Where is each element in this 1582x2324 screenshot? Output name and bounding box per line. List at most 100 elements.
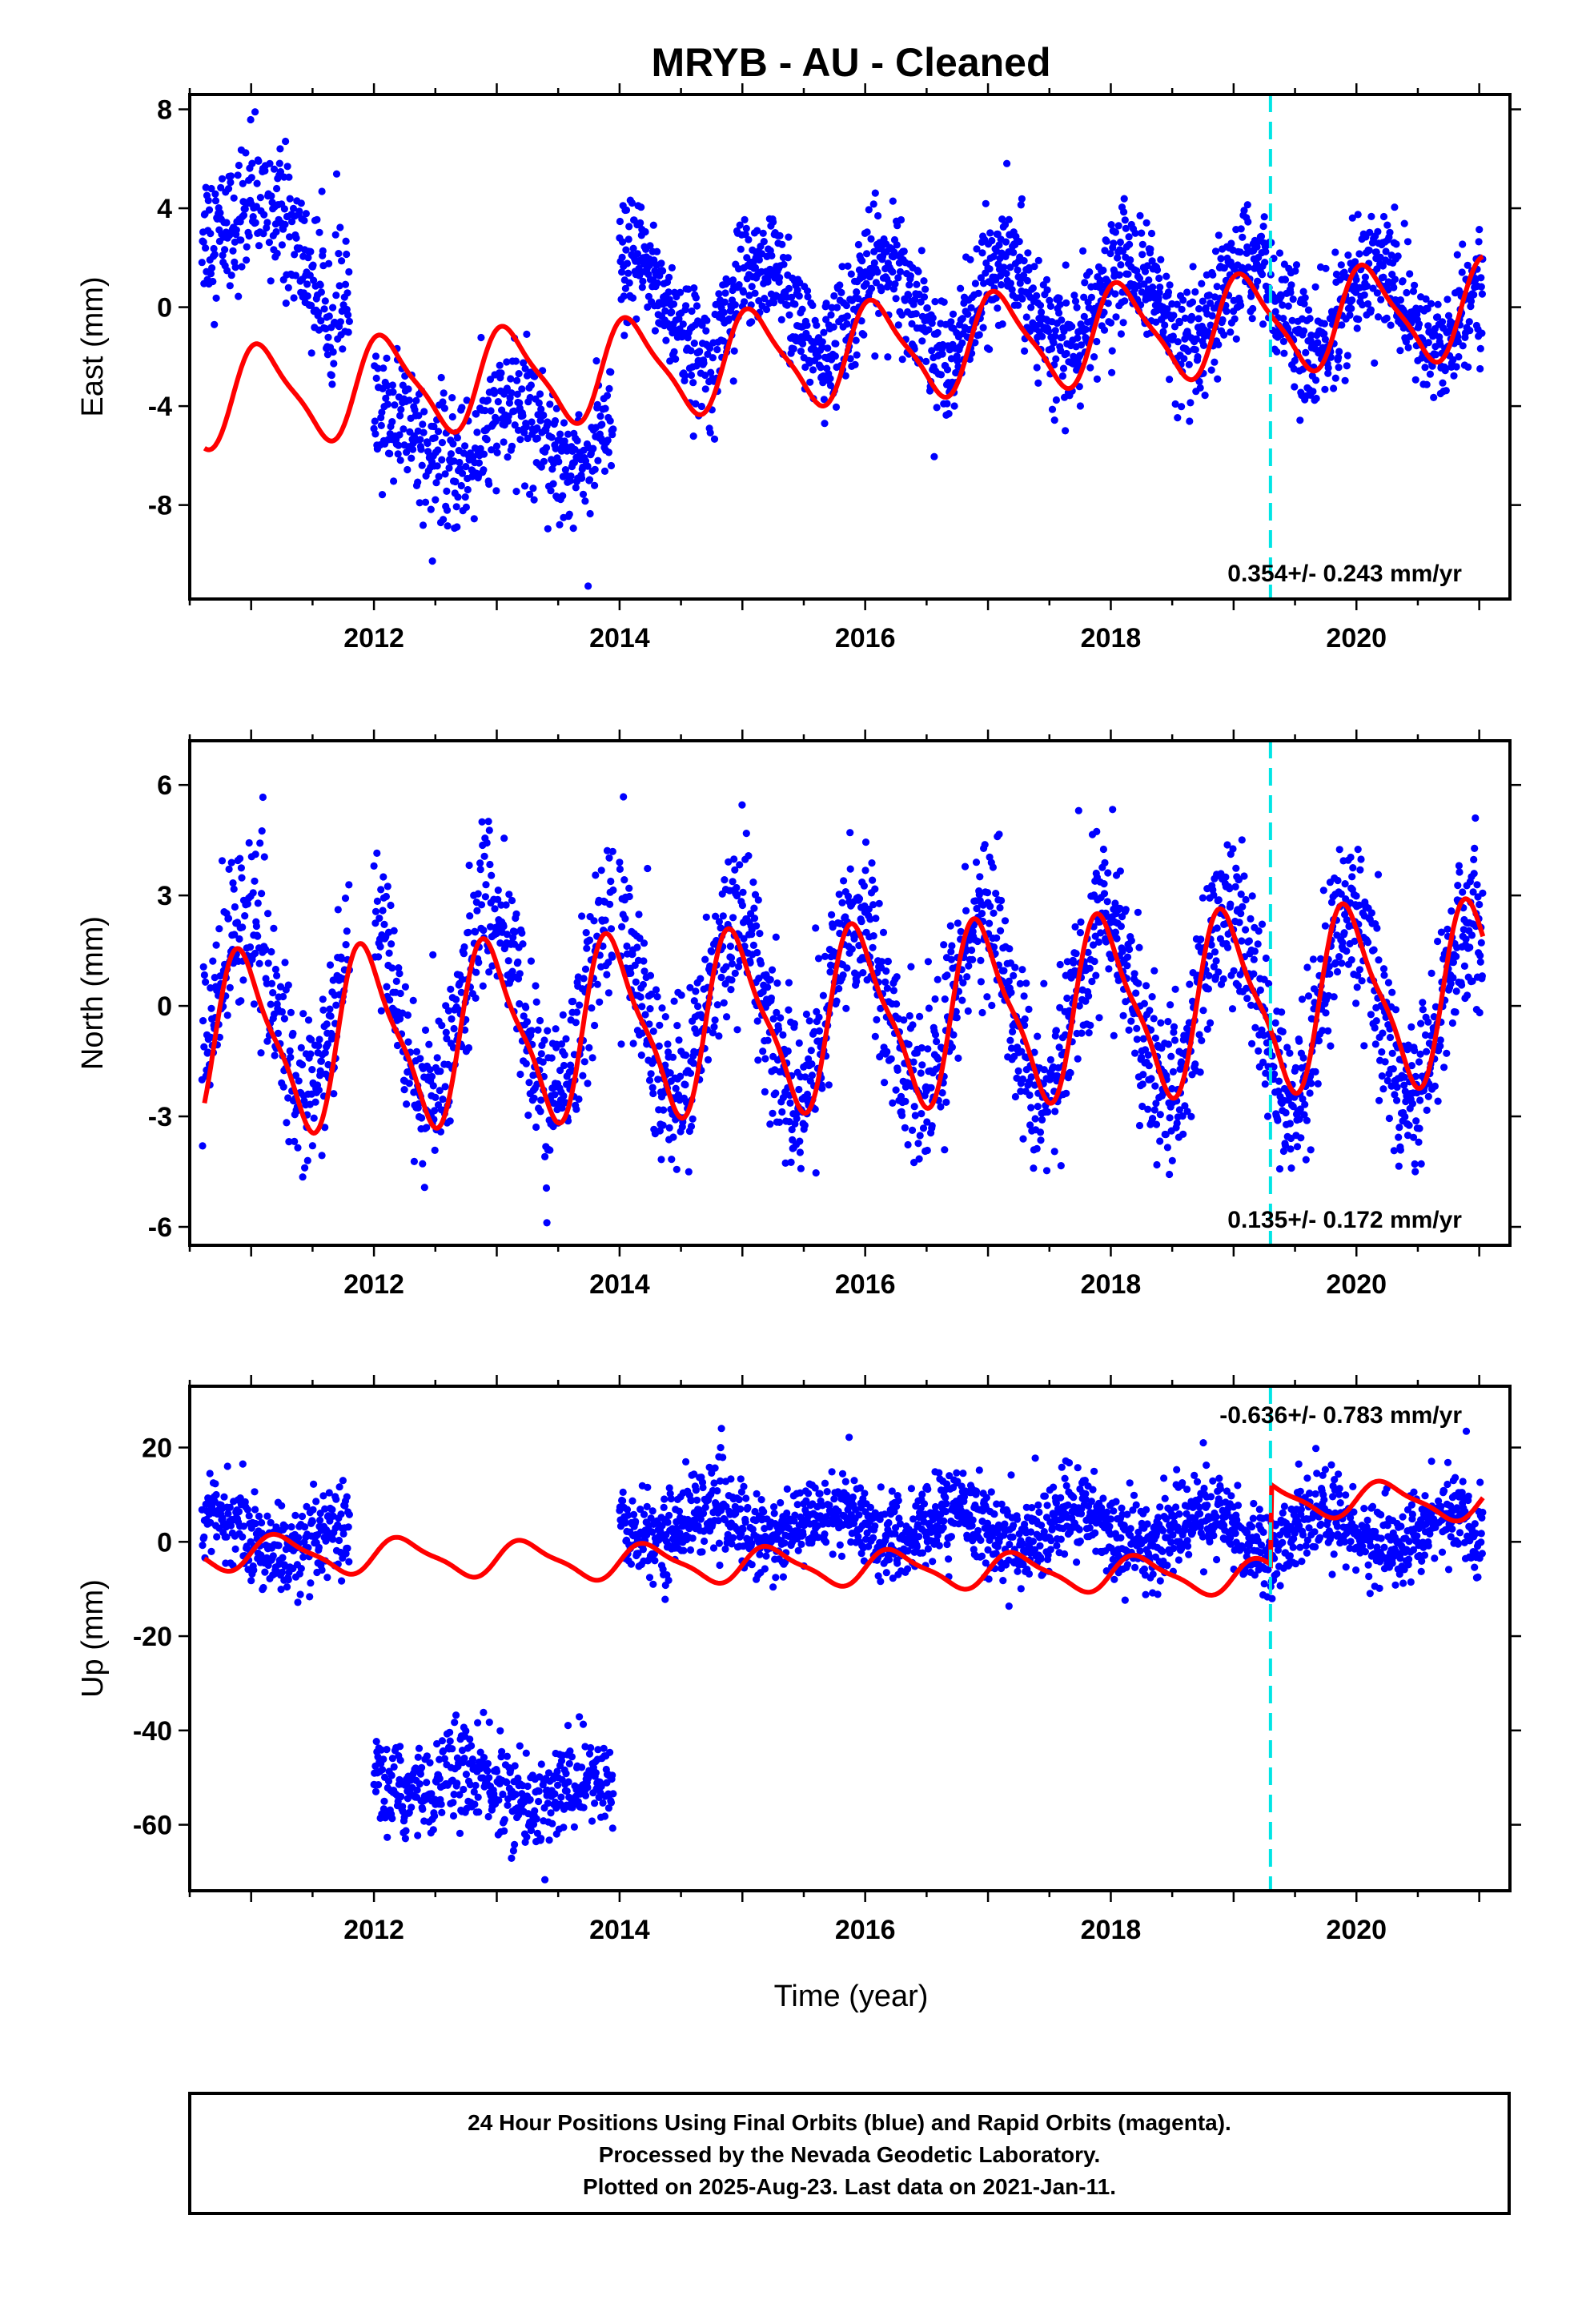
data-point [556, 521, 564, 529]
data-point [1312, 394, 1320, 403]
data-point [1052, 1027, 1060, 1035]
data-point [1231, 883, 1239, 891]
data-point [1161, 321, 1169, 329]
data-point [1324, 1027, 1332, 1035]
data-point [493, 448, 501, 456]
data-point [988, 1001, 996, 1010]
data-point [452, 995, 460, 1003]
data-point [640, 939, 648, 947]
data-point [431, 434, 439, 442]
data-point [894, 274, 902, 282]
data-point [689, 1115, 697, 1123]
data-point [628, 199, 636, 207]
data-point [1260, 213, 1268, 221]
data-point [482, 881, 490, 889]
data-point [789, 345, 797, 353]
data-point [809, 301, 817, 309]
data-point [542, 444, 551, 452]
data-point [923, 304, 931, 312]
data-point [1325, 963, 1333, 971]
data-point [1155, 288, 1163, 296]
data-point [1331, 959, 1339, 967]
data-point [540, 411, 548, 420]
data-point [629, 244, 637, 252]
data-point [308, 1142, 316, 1150]
data-point [336, 318, 344, 326]
data-point [905, 1011, 913, 1020]
data-point [540, 1036, 548, 1044]
data-point [666, 1069, 674, 1077]
data-point [464, 928, 472, 936]
data-point [537, 405, 545, 413]
data-point [343, 250, 351, 259]
data-point [343, 305, 351, 314]
data-point [1335, 953, 1343, 961]
data-point [608, 953, 616, 961]
data-point [508, 896, 516, 905]
data-point [861, 866, 869, 875]
data-point [1307, 332, 1315, 340]
data-point [320, 305, 328, 313]
data-point [1114, 976, 1122, 984]
data-point [1442, 387, 1450, 395]
data-point [520, 482, 529, 490]
data-point [773, 979, 781, 987]
data-point [776, 274, 784, 282]
data-point [271, 965, 279, 974]
data-point [769, 1109, 777, 1117]
data-point [745, 292, 753, 300]
data-point [862, 279, 870, 287]
data-point [230, 885, 238, 893]
data-point [1078, 1029, 1086, 1037]
data-point [424, 439, 432, 448]
data-point [829, 923, 837, 931]
data-point [893, 1066, 901, 1074]
data-point [938, 1089, 946, 1097]
data-point [918, 337, 926, 345]
data-point [1044, 1108, 1052, 1116]
data-point [536, 1108, 544, 1116]
data-point [893, 1000, 901, 1008]
data-point [444, 1007, 453, 1015]
data-point [1170, 323, 1179, 331]
data-point [326, 1005, 334, 1013]
data-point [1191, 287, 1199, 296]
data-point [1097, 276, 1105, 284]
data-point [1185, 1019, 1193, 1027]
data-point [883, 1047, 891, 1055]
data-point [1348, 296, 1356, 304]
data-point [603, 971, 611, 979]
data-point [942, 1098, 950, 1106]
data-point [1259, 320, 1267, 328]
data-point [1010, 971, 1018, 979]
data-point [1133, 1024, 1141, 1032]
data-point [1150, 967, 1158, 975]
data-point [1478, 290, 1486, 298]
data-point [536, 1016, 544, 1025]
data-point [251, 877, 259, 885]
data-point [1062, 1089, 1070, 1097]
data-point [672, 1084, 680, 1092]
data-point [463, 396, 471, 404]
data-point [693, 302, 701, 310]
data-point [1084, 948, 1092, 956]
data-point [328, 380, 336, 388]
data-point [628, 294, 637, 302]
data-point [211, 320, 219, 328]
data-point [1287, 1164, 1295, 1172]
data-point [1236, 248, 1244, 256]
data-point [950, 402, 958, 410]
data-point [383, 883, 391, 891]
data-point [1223, 308, 1231, 316]
data-point [940, 298, 948, 306]
data-point [660, 1106, 668, 1114]
data-point [689, 432, 697, 440]
data-point [287, 1008, 295, 1016]
data-point [838, 899, 846, 907]
data-point [1349, 864, 1357, 872]
data-point [1147, 229, 1156, 238]
data-point [971, 279, 979, 287]
data-point [1183, 288, 1191, 296]
data-point [1101, 858, 1109, 866]
data-point [1315, 1037, 1323, 1045]
